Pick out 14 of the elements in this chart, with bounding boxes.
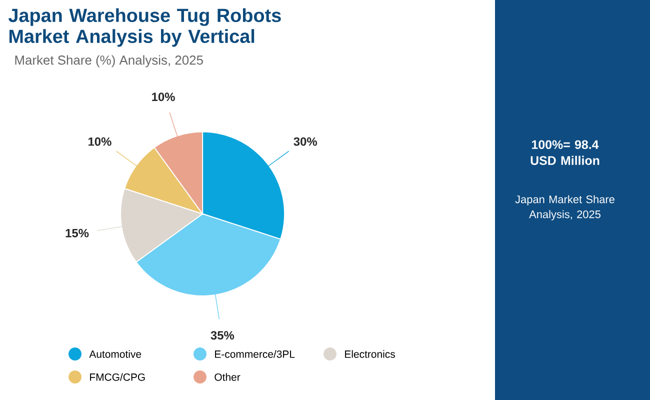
text: Japan Market Share Analysis, 2025 (515, 195, 614, 220)
text: 100%= 98.4 USD Million (530, 140, 600, 165)
chart-subtitle: Market Share (%) Analysis, 2025 (15, 55, 203, 68)
data-label: 10% (152, 92, 175, 102)
data-label: 10% (88, 137, 112, 146)
data-label: 30% (294, 137, 318, 146)
legend-label: E-commerce/3PL (215, 350, 295, 358)
legend-label: Other (214, 373, 240, 381)
legend-label: Electronics (345, 350, 395, 358)
legend-label: FMCG/CPG (90, 373, 145, 381)
data-label: 15% (66, 228, 89, 238)
chart-title: Japan Warehouse Tug Robots Market Analysis by Vertical (8, 8, 281, 47)
data-label: 35% (210, 331, 234, 340)
legend-label: Automotive (89, 350, 142, 358)
